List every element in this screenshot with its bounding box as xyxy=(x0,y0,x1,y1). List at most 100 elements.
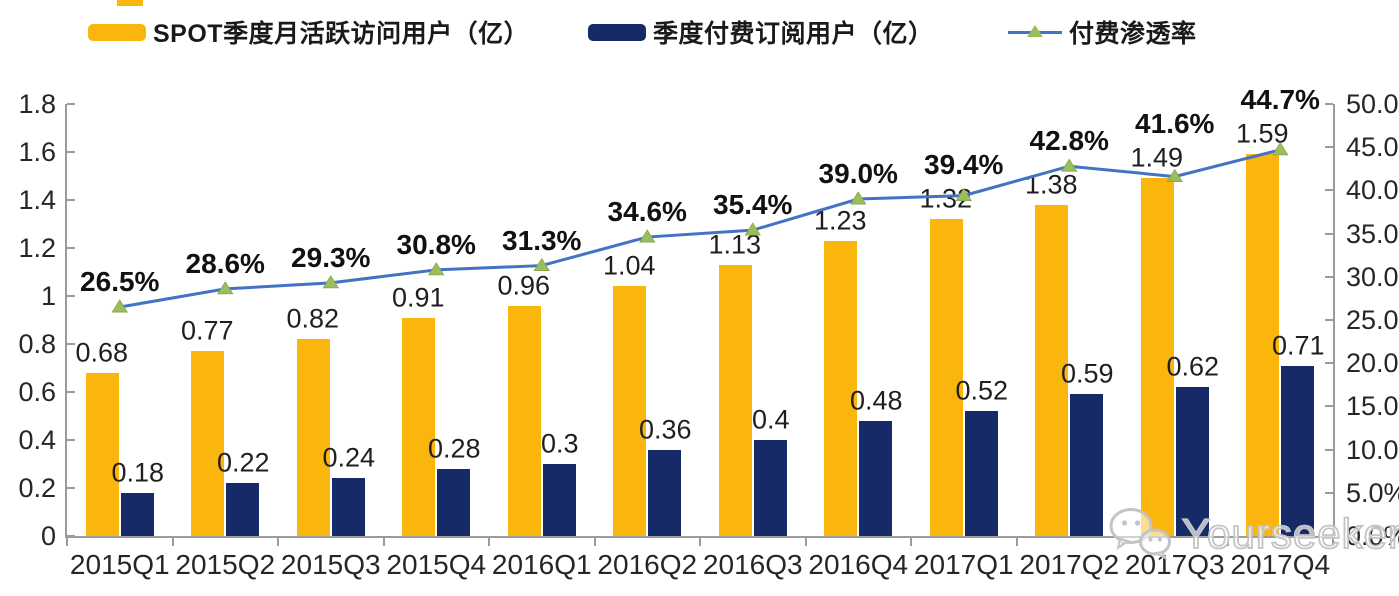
subs-legend-swatch xyxy=(588,23,646,41)
mau-legend-swatch xyxy=(88,23,146,41)
x-axis-label: 2017Q4 xyxy=(1230,549,1331,580)
x-axis-tick xyxy=(1226,538,1229,546)
y-axis-left-tick-label: 1.8 xyxy=(18,89,56,119)
x-axis-tick xyxy=(1015,538,1018,546)
bar-subs xyxy=(542,464,576,536)
bar-subs xyxy=(648,449,682,536)
legend-item-penetration: 付费渗透率 xyxy=(1008,14,1197,50)
penetration-value-label: 41.6% xyxy=(1135,108,1215,140)
subs-legend-label: 季度付费订阅用户（亿） xyxy=(653,20,934,48)
bar-value-label-mau: 1.32 xyxy=(919,183,973,214)
penetration-value-label: 34.6% xyxy=(607,196,687,228)
wechat-icon xyxy=(1109,508,1171,561)
y-axis-right-tick-label: 25.0% xyxy=(1346,305,1399,335)
bar-value-label-subs: 0.62 xyxy=(1166,351,1220,382)
y-axis-right-tick xyxy=(1325,491,1333,494)
bar-value-label-mau: 1.04 xyxy=(602,250,656,281)
penetration-value-label: 29.3% xyxy=(291,241,371,273)
bar-mau xyxy=(507,305,541,536)
y-axis-right-tick-label: 40.0% xyxy=(1346,175,1399,206)
y-axis-left-tick xyxy=(67,199,75,201)
penetration-marker xyxy=(850,191,867,205)
y-axis-right-tick-label: 20.0% xyxy=(1346,348,1399,379)
penetration-value-label: 44.7% xyxy=(1240,84,1320,116)
penetration-value-label: 39.4% xyxy=(924,149,1004,181)
x-axis-tick xyxy=(277,538,279,546)
bar-value-label-mau: 0.96 xyxy=(497,270,551,301)
x-axis-tick xyxy=(171,538,174,546)
y-axis-left-tick-label: 0.2 xyxy=(18,473,56,503)
x-axis-label: 2016Q1 xyxy=(491,549,592,580)
bar-value-label-mau: 0.68 xyxy=(75,337,129,368)
bar-value-label-mau: 1.59 xyxy=(1235,118,1289,149)
x-axis-label: 2016Q2 xyxy=(597,549,698,580)
y-axis-left-tick xyxy=(67,151,75,153)
x-axis-label: 2015Q4 xyxy=(386,549,487,580)
y-axis-right-tick xyxy=(1325,103,1333,105)
x-axis-label: 2017Q2 xyxy=(1019,549,1120,580)
bar-value-label-subs: 0.71 xyxy=(1271,330,1325,361)
y-axis-right-tick xyxy=(1325,535,1333,537)
bar-value-label-mau: 0.91 xyxy=(391,282,445,313)
bar-mau xyxy=(296,339,330,536)
y-axis-right-tick xyxy=(1325,189,1333,192)
y-axis-right-tick xyxy=(1325,319,1333,321)
legend-item-mau: SPOT季度月活跃访问用户（亿） xyxy=(88,14,529,50)
bar-subs xyxy=(120,492,154,536)
bar-value-label-mau: 1.38 xyxy=(1024,169,1078,200)
x-axis-tick xyxy=(382,538,385,546)
y-axis-left-tick xyxy=(67,343,75,345)
y-axis-right-tick-label: 50.0% xyxy=(1346,89,1399,119)
x-axis-label: 2016Q3 xyxy=(702,549,803,580)
bar-mau xyxy=(402,317,436,536)
x-axis-tick xyxy=(1332,538,1334,546)
bar-value-label-mau: 1.49 xyxy=(1130,142,1184,173)
y-axis-right-tick-label: 45.0% xyxy=(1346,132,1399,163)
penetration-value-label: 42.8% xyxy=(1029,125,1109,157)
penetration-legend-label: 付费渗透率 xyxy=(1069,20,1197,48)
penetration-marker xyxy=(322,275,339,289)
y-axis-left-tick xyxy=(67,535,75,537)
bar-value-label-mau: 0.82 xyxy=(286,303,340,334)
penetration-value-label: 35.4% xyxy=(713,189,793,221)
bar-subs xyxy=(226,483,260,536)
x-axis-tick xyxy=(593,538,596,546)
y-axis-right-tick xyxy=(1325,362,1333,365)
bar-value-label-mau: 0.77 xyxy=(180,315,234,346)
y-axis-left-tick-label: 1.4 xyxy=(18,185,56,215)
watermark-text: Yourseeker xyxy=(1181,509,1399,558)
y-axis-left-tick xyxy=(67,295,75,297)
penetration-value-label: 31.3% xyxy=(502,224,582,256)
y-axis-right-tick xyxy=(1325,405,1333,408)
bar-subs xyxy=(1070,394,1104,536)
bar-value-label-mau: 1.13 xyxy=(708,229,762,260)
bar-value-label-subs: 0.28 xyxy=(427,433,481,464)
bar-value-label-subs: 0.3 xyxy=(540,428,579,459)
y-axis-left-tick xyxy=(67,391,75,393)
bar-value-label-subs: 0.24 xyxy=(322,442,376,473)
legend-item-subs: 季度付费订阅用户（亿） xyxy=(588,14,934,50)
penetration-value-label: 28.6% xyxy=(185,247,265,279)
penetration-value-label: 26.5% xyxy=(80,266,160,298)
penetration-value-label: 39.0% xyxy=(818,158,898,190)
bar-value-label-subs: 0.48 xyxy=(849,385,903,416)
y-axis-left-tick xyxy=(67,439,75,441)
y-axis-right-tick-label: 15.0% xyxy=(1346,391,1399,422)
x-axis-label: 2017Q1 xyxy=(913,549,1014,580)
y-axis-left-tick-label: 1.2 xyxy=(18,233,56,263)
bar-value-label-subs: 0.36 xyxy=(638,414,692,445)
y-axis-left-tick-label: 1.6 xyxy=(18,137,56,167)
y-axis-right-tick xyxy=(1325,448,1333,451)
y-axis-left-tick xyxy=(67,247,75,249)
penetration-marker xyxy=(639,229,656,243)
penetration-line xyxy=(119,148,1281,309)
y-axis-right-tick-label: 35.0% xyxy=(1346,218,1399,249)
y-axis-left-tick-label: 0.4 xyxy=(18,425,56,455)
y-axis-right-tick-label: 30.0% xyxy=(1346,261,1399,292)
mau-legend-label: SPOT季度月活跃访问用户（亿） xyxy=(153,20,530,48)
y-axis-left-tick-label: 0.8 xyxy=(18,329,56,359)
x-axis-label: 2017Q3 xyxy=(1124,549,1225,580)
bar-subs xyxy=(1175,387,1209,536)
bar-mau xyxy=(85,372,119,536)
